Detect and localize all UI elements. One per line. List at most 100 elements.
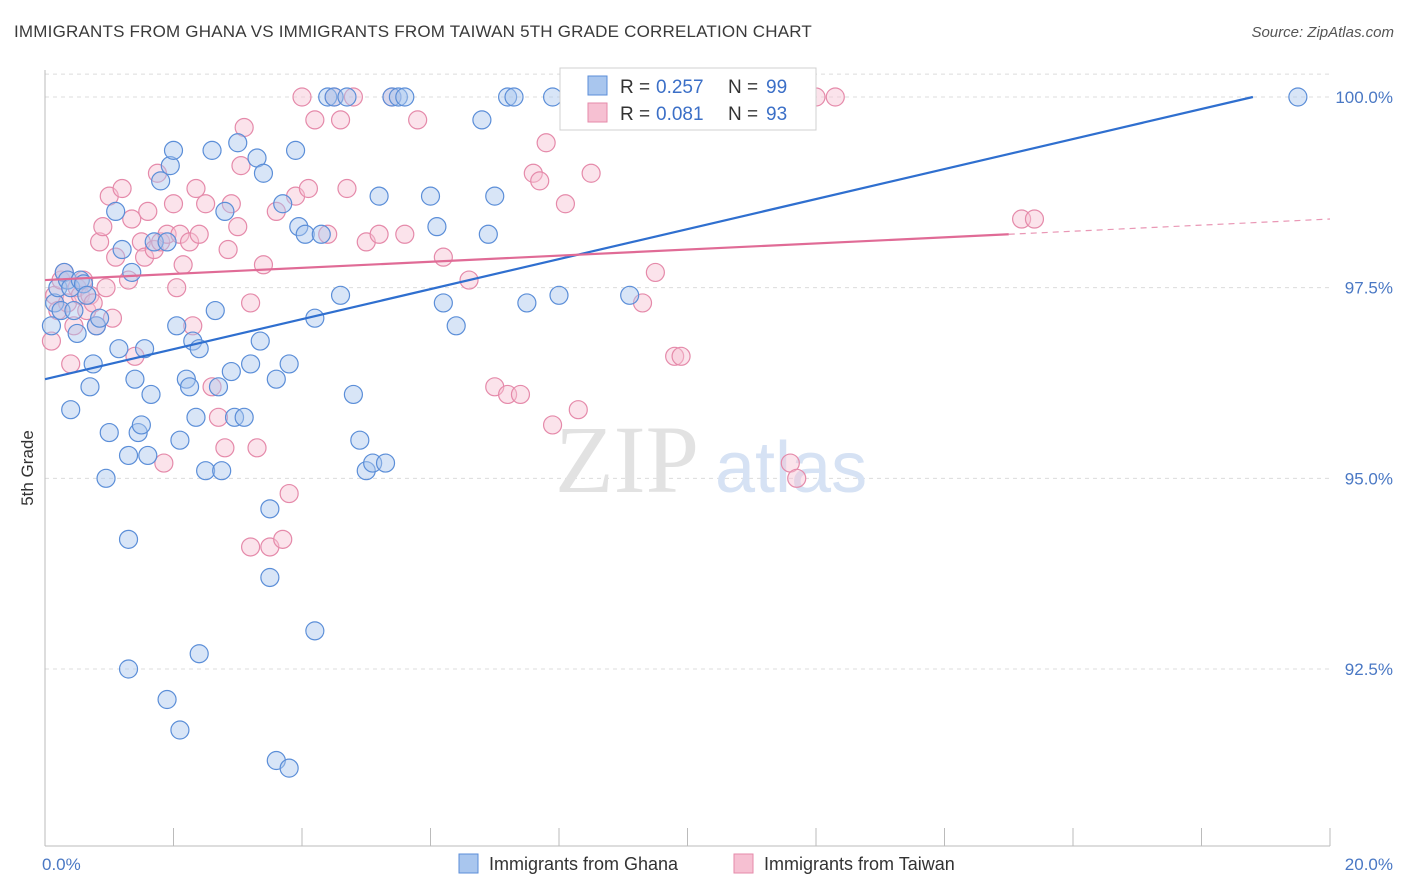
ghana-point-55	[253, 163, 274, 183]
taiwan-point-63	[330, 110, 351, 130]
ghana-point-80	[433, 293, 453, 313]
taiwan-point-23	[122, 209, 142, 229]
taiwan-point-54	[266, 201, 286, 221]
bottom-legend: Immigrants from Ghana Immigrants from Ta…	[458, 853, 955, 874]
taiwan-point-40	[189, 224, 209, 244]
ghana-point-70	[350, 430, 370, 450]
legend-taiwan-swatch	[587, 102, 608, 123]
taiwan-point-36	[173, 255, 193, 275]
legend-taiwan-r-label: R =	[620, 104, 650, 125]
taiwan-point-27	[138, 201, 158, 221]
ghana-point-18	[99, 422, 119, 443]
ghana-point-62	[295, 224, 315, 244]
ghana-point-36	[170, 430, 190, 450]
taiwan-point-20	[106, 247, 126, 267]
ghana-point-15	[90, 308, 110, 328]
taiwan-point-61	[318, 224, 338, 244]
ghana-point-38	[179, 377, 200, 397]
ghana-point-1	[45, 293, 65, 313]
taiwan-point-39	[186, 178, 206, 199]
ghana-point-22	[118, 445, 139, 466]
taiwan-point-64	[337, 178, 357, 199]
taiwan-point-56	[279, 483, 299, 504]
ghana-point-40	[186, 407, 206, 427]
taiwan-point-45	[218, 239, 238, 260]
ghana-point-35	[167, 316, 187, 336]
taiwan-point-43	[208, 407, 229, 427]
y-tick-label-0: 100.0%	[1335, 88, 1393, 107]
ghana-point-49	[224, 407, 245, 427]
ghana-point-91	[118, 529, 139, 549]
ghana-point-67	[330, 285, 351, 305]
taiwan-trend-line-dashed	[1008, 218, 1331, 235]
trend-lines	[44, 95, 1331, 381]
ghana-points	[41, 87, 1308, 778]
ghana-point-82	[472, 110, 492, 130]
ghana-point-89	[549, 285, 569, 305]
taiwan-point-0	[41, 331, 62, 351]
ghana-point-96	[157, 689, 177, 710]
ghana-point-46	[212, 461, 232, 481]
ghana-point-42	[196, 461, 216, 481]
x-tick-labels: 0.0% 20.0%	[42, 855, 1393, 874]
ghana-point-93	[305, 621, 325, 641]
ghana-point-50	[228, 133, 248, 153]
taiwan-point-26	[134, 247, 155, 267]
bottom-legend-taiwan-label: Immigrants from Taiwan	[764, 854, 955, 874]
taiwan-point-58	[292, 87, 312, 107]
taiwan-point-81	[568, 400, 588, 420]
taiwan-point-89	[787, 468, 807, 488]
ghana-point-32	[157, 232, 177, 252]
bottom-legend-ghana-swatch	[458, 853, 479, 874]
legend-ghana-n-value: 99	[766, 77, 787, 98]
legend-ghana-r-value: 0.257	[656, 77, 704, 98]
source-label: Source: ZipAtlas.com	[1251, 24, 1394, 41]
taiwan-point-30	[151, 232, 171, 252]
ghana-point-81	[446, 316, 466, 336]
ghana-point-13	[80, 377, 100, 397]
legend-taiwan-r-value: 0.081	[656, 104, 704, 125]
ghana-point-74	[375, 453, 396, 473]
watermark-atlas: atlas	[715, 428, 867, 508]
y-tick-labels: 100.0% 97.5% 95.0% 92.5%	[1335, 88, 1393, 679]
ghana-point-19	[106, 201, 126, 221]
ghana-point-85	[498, 87, 518, 107]
ghana-point-21	[109, 339, 129, 359]
y-tick-label-1: 97.5%	[1345, 279, 1393, 298]
ghana-point-90	[620, 285, 640, 305]
ghana-point-7	[64, 300, 84, 321]
legend-taiwan-n-label: N =	[728, 104, 758, 125]
ghana-point-69	[343, 384, 363, 405]
ghana-point-76	[388, 87, 408, 107]
taiwan-point-85	[645, 262, 665, 283]
ghana-point-44	[205, 300, 225, 321]
bottom-legend-taiwan-swatch	[733, 853, 754, 874]
taiwan-point-41	[196, 194, 216, 214]
y-axis-label: 5th Grade	[18, 430, 37, 506]
ghana-point-54	[250, 331, 270, 351]
ghana-point-29	[141, 384, 161, 405]
ghana-point-64	[311, 224, 331, 244]
taiwan-point-65	[343, 87, 363, 107]
ghana-point-43	[202, 140, 222, 160]
ghana-point-60	[285, 140, 306, 160]
ghana-point-31	[151, 171, 171, 191]
ghana-point-8	[67, 323, 87, 344]
y-tick-label-2: 95.0%	[1345, 469, 1393, 488]
watermark: ZIP atlas	[555, 406, 867, 513]
bottom-legend-ghana-label: Immigrants from Ghana	[489, 854, 679, 874]
taiwan-point-75	[510, 384, 531, 405]
ghana-point-28	[138, 445, 158, 466]
taiwan-point-6	[61, 354, 81, 374]
ghana-point-65	[318, 87, 338, 107]
ghana-point-23	[122, 262, 142, 283]
ghana-point-61	[289, 217, 309, 237]
taiwan-point-94	[241, 537, 261, 557]
ghana-point-59	[279, 354, 299, 374]
axes	[44, 70, 1331, 847]
taiwan-point-51	[247, 438, 267, 458]
ghana-point-73	[369, 186, 389, 206]
taiwan-point-79	[542, 415, 563, 435]
taiwan-point-46	[221, 194, 241, 214]
ghana-point-20	[112, 239, 132, 260]
